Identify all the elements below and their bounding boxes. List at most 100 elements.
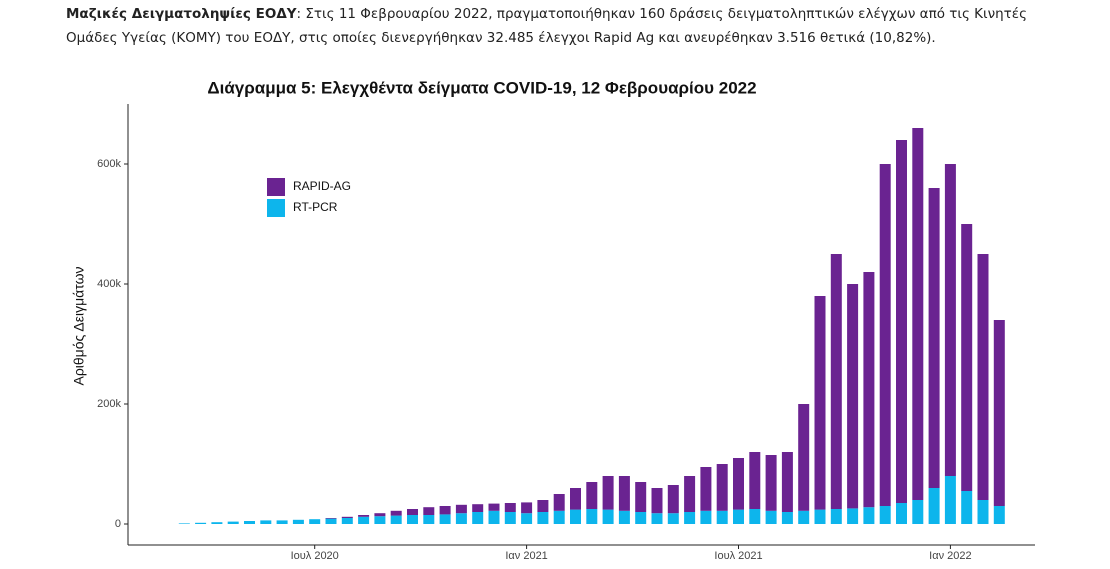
bar-segment [537,500,549,512]
bar-segment [993,320,1005,506]
bar-segment [602,476,614,510]
bar-segment [325,518,337,519]
bar-segment [847,284,859,509]
bar-segment [504,503,516,512]
bar-segment [439,506,451,515]
bar-segment [455,513,467,524]
bar-segment [341,516,353,518]
bar-segment [374,516,386,524]
bar-segment [863,507,875,524]
bar-segment [814,509,826,524]
bar-segment [309,519,321,524]
bar-segment [830,254,842,509]
bar-segment [635,512,647,524]
bar-segment [928,488,940,524]
bar-segment [439,514,451,524]
bar-segment [684,476,696,512]
bar-segment [993,506,1005,524]
bar-segment [684,512,696,524]
bar-segment [472,512,484,524]
bar-segment [244,521,255,524]
y-tick-label: 0 [115,518,121,530]
bar-segment [651,488,663,514]
bar-segment [863,272,875,508]
bar-segment [553,494,565,511]
bar-segment [814,296,826,510]
bar-segment [765,510,777,524]
x-tick-label: Ιαν 2022 [929,550,971,562]
chart-title: Διάγραμμα 5: Ελεγχθέντα δείγματα COVID-1… [207,78,756,97]
bar-segment [896,140,907,503]
bar-segment [423,507,435,515]
bar-segment [276,520,288,524]
y-tick-label: 400k [97,278,121,290]
bar-segment [765,455,777,511]
bar-segment [977,254,989,500]
bar-segment [961,491,973,524]
bar-segment [733,458,744,510]
bar-segment [798,510,810,524]
bar-segment [733,509,744,524]
bar-segment [341,518,353,524]
x-tick-label: Ιουλ 2020 [291,550,339,562]
bar-segment [912,500,924,524]
bar-segment [944,164,956,476]
x-tick-label: Ιουλ 2021 [714,550,762,562]
bar-segment [374,513,386,517]
bar-segment [618,510,630,524]
bar-segment [667,485,679,514]
y-axis-label: Αριθμός Δειγμάτων [71,266,87,385]
bar-segment [651,513,663,524]
paragraph-text: : Στις 11 Φεβρουαρίου 2022, πραγματοποιή… [66,6,1028,46]
bar-segment [781,452,793,512]
bar-segment [423,515,435,524]
bar-segment [847,508,859,524]
bar-segment [570,509,581,524]
bar-segment [977,500,989,524]
bar-segment [358,515,370,517]
bar-segment [407,509,418,515]
bar-segment [292,519,304,524]
bar-segment [928,188,940,488]
bar-segment [879,506,891,524]
bar-segment [455,504,467,514]
bar-segment [537,512,549,524]
bar-segment [635,482,647,512]
bar-segment [488,510,500,524]
bar-segment [178,523,190,524]
bar-segment [570,488,581,510]
bar-segment [390,510,402,516]
bar-segment [961,224,973,491]
bar-segment [944,476,956,524]
bar-segment [586,482,598,509]
bar-segment [472,504,484,512]
bar-segment [488,503,500,511]
bar-segment [912,128,924,500]
bar-segment [602,509,614,524]
bar-segment [504,512,516,524]
bar-segment [781,512,793,524]
bar-segment [618,476,630,511]
bar-segment [358,516,370,524]
bar-segment [700,510,712,524]
bar-segment [749,452,761,509]
bar-segment [227,521,239,524]
bar-segment [390,515,402,524]
bar-segment [521,513,533,524]
bar-segment [195,522,207,524]
legend-swatch [267,178,285,196]
bar-segment [586,509,598,524]
bar-segment [716,510,728,524]
paragraph: Μαζικές Δειγματοληψίες ΕΟΔΥ: Στις 11 Φεβ… [66,2,1066,50]
bar-segment [211,522,223,524]
y-tick-label: 600k [97,158,121,170]
bar-segment [716,464,728,511]
bar-segment [879,164,891,506]
bar-segment [553,510,565,524]
bar-segment [798,404,810,511]
y-tick-label: 200k [97,398,121,410]
bar-segment [325,518,337,524]
lead: Μαζικές Δειγματοληψίες ΕΟΔΥ [66,6,297,22]
bar-segment [830,509,842,524]
